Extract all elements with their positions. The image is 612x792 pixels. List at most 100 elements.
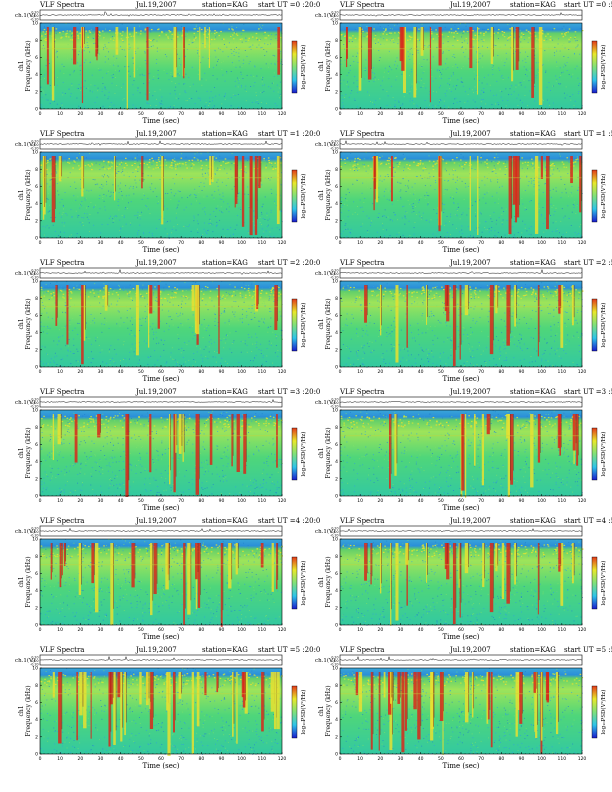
- hot-speck: [533, 31, 536, 33]
- noise-speck: [83, 62, 85, 64]
- noise-speck: [179, 312, 181, 314]
- noise-speck: [573, 201, 575, 203]
- hot-speck: [386, 159, 389, 162]
- hot-speck: [272, 287, 275, 289]
- noise-speck: [507, 100, 509, 101]
- noise-speck: [132, 84, 134, 86]
- hot-speck: [384, 29, 387, 32]
- hot-speck: [98, 31, 101, 34]
- x-tick-label: 50: [438, 111, 444, 117]
- burst-streak: [73, 27, 77, 65]
- noise-speck: [353, 201, 355, 203]
- noise-speck: [417, 106, 419, 107]
- hot-speck: [107, 168, 110, 170]
- hot-speck: [255, 32, 258, 35]
- noise-speck: [185, 156, 187, 158]
- noise-speck: [513, 91, 515, 93]
- noise-speck: [447, 34, 449, 36]
- noise-speck: [190, 203, 192, 205]
- noise-speck: [125, 306, 127, 307]
- noise-speck: [538, 177, 540, 179]
- colorbar-label: log₁₀PSD(V²/Hz): [600, 174, 607, 219]
- noise-speck: [222, 74, 224, 76]
- noise-speck: [128, 296, 130, 297]
- noise-speck: [223, 235, 225, 237]
- noise-speck: [401, 73, 403, 75]
- hot-speck: [451, 159, 454, 161]
- noise-speck: [185, 31, 187, 32]
- noise-speck: [546, 42, 548, 43]
- noise-speck: [575, 213, 577, 214]
- noise-speck: [447, 357, 449, 359]
- noise-speck: [532, 164, 534, 166]
- noise-speck: [108, 91, 110, 93]
- noise-speck: [79, 74, 81, 75]
- burst-edge: [163, 156, 164, 211]
- noise-speck: [404, 215, 406, 216]
- noise-speck: [346, 236, 348, 237]
- noise-speck: [402, 206, 404, 208]
- noise-speck: [75, 236, 77, 238]
- noise-speck: [413, 26, 415, 28]
- hot-speck: [124, 162, 127, 164]
- noise-speck: [197, 52, 199, 54]
- noise-speck: [437, 219, 439, 221]
- y-tick-label: 4: [35, 330, 38, 336]
- noise-speck: [105, 195, 107, 197]
- hot-speck: [174, 296, 177, 298]
- x-tick-label: 110: [558, 240, 567, 246]
- noise-speck: [217, 288, 219, 290]
- noise-speck: [67, 345, 69, 347]
- noise-speck: [461, 229, 463, 231]
- noise-speck: [147, 356, 149, 358]
- noise-speck: [475, 107, 477, 108]
- noise-speck: [234, 311, 236, 313]
- noise-speck: [262, 356, 264, 358]
- noise-speck: [261, 76, 263, 78]
- noise-speck: [111, 307, 113, 308]
- noise-speck: [125, 207, 127, 208]
- noise-speck: [273, 25, 275, 26]
- noise-speck: [214, 314, 216, 315]
- noise-speck: [495, 173, 497, 174]
- noise-speck: [367, 91, 369, 93]
- noise-speck: [259, 42, 261, 44]
- timeseries-tick-label: 0.00: [331, 143, 338, 147]
- noise-speck: [430, 37, 432, 39]
- noise-speck: [513, 221, 515, 223]
- noise-speck: [79, 204, 81, 205]
- noise-speck: [577, 156, 579, 158]
- hot-speck: [531, 162, 534, 164]
- noise-speck: [205, 304, 207, 306]
- noise-speck: [205, 102, 207, 103]
- noise-speck: [108, 52, 110, 54]
- timeseries-tick-label: 0.20: [31, 10, 38, 14]
- hot-speck: [176, 36, 179, 38]
- noise-speck: [242, 63, 244, 64]
- noise-speck: [206, 327, 208, 329]
- noise-speck: [212, 67, 214, 69]
- noise-speck: [510, 35, 512, 36]
- noise-speck: [352, 55, 354, 57]
- noise-speck: [132, 94, 134, 96]
- noise-speck: [424, 45, 426, 47]
- hot-speck: [509, 28, 511, 30]
- noise-speck: [456, 188, 458, 190]
- noise-speck: [474, 27, 476, 29]
- noise-speck: [163, 290, 165, 292]
- noise-speck: [216, 352, 218, 354]
- x-tick-label: 70: [478, 240, 484, 246]
- noise-speck: [78, 34, 80, 35]
- noise-speck: [176, 313, 178, 314]
- noise-speck: [88, 317, 90, 319]
- noise-speck: [197, 223, 199, 225]
- y-tick-label: 0: [335, 236, 338, 242]
- noise-speck: [171, 358, 173, 360]
- noise-speck: [442, 68, 444, 70]
- hot-speck: [270, 289, 272, 292]
- noise-speck: [163, 330, 165, 332]
- noise-speck: [59, 201, 61, 203]
- noise-speck: [184, 342, 186, 344]
- noise-speck: [486, 229, 488, 230]
